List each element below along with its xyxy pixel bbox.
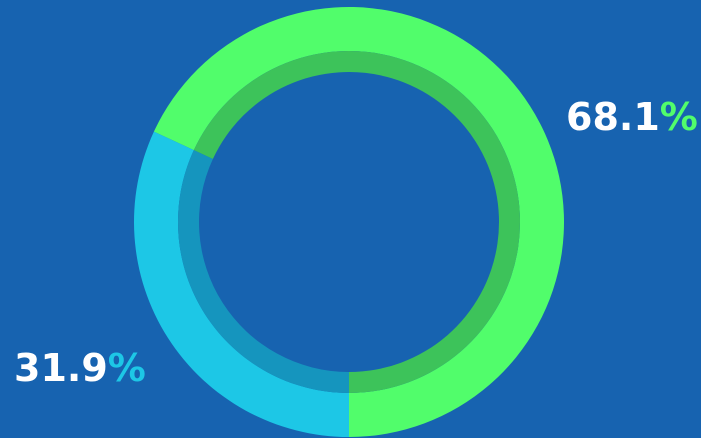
donut-slice-outer-1 — [133, 131, 349, 437]
slice-label-blue: 31.9% — [14, 349, 146, 387]
slice-label-green: 68.1% — [566, 98, 698, 136]
percent-symbol-green: % — [659, 95, 698, 139]
slice-value-blue: 31.9 — [14, 346, 108, 390]
percent-symbol-blue: % — [107, 346, 146, 390]
slice-value-green: 68.1 — [566, 95, 660, 139]
donut-slice-inner-1 — [178, 150, 349, 393]
